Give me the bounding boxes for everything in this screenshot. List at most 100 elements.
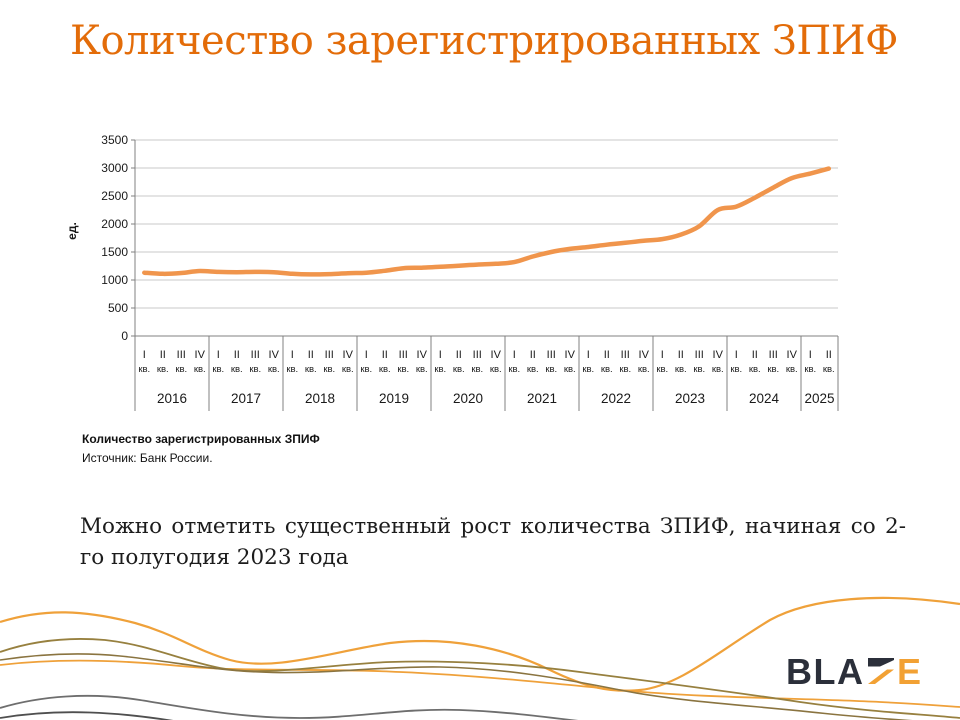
svg-text:2019: 2019 <box>379 391 409 406</box>
svg-text:I: I <box>439 349 442 361</box>
svg-text:кв.: кв. <box>360 364 372 375</box>
svg-text:кв.: кв. <box>323 364 335 375</box>
svg-text:2025: 2025 <box>804 391 834 406</box>
logo-letter-z-icon <box>868 658 894 684</box>
svg-text:II: II <box>752 349 758 361</box>
svg-text:2017: 2017 <box>231 391 261 406</box>
svg-text:кв.: кв. <box>138 364 150 375</box>
svg-text:II: II <box>308 349 314 361</box>
svg-text:кв.: кв. <box>508 364 520 375</box>
svg-text:кв.: кв. <box>601 364 613 375</box>
svg-text:3000: 3000 <box>101 161 128 175</box>
svg-text:кв.: кв. <box>471 364 483 375</box>
svg-text:кв.: кв. <box>823 364 835 375</box>
svg-text:кв.: кв. <box>656 364 668 375</box>
svg-text:III: III <box>251 349 260 361</box>
svg-text:IV: IV <box>417 349 428 361</box>
svg-text:кв.: кв. <box>453 364 465 375</box>
svg-text:I: I <box>217 349 220 361</box>
svg-text:IV: IV <box>491 349 502 361</box>
svg-text:кв.: кв. <box>194 364 206 375</box>
svg-text:I: I <box>143 349 146 361</box>
svg-text:I: I <box>587 349 590 361</box>
svg-text:0: 0 <box>121 329 128 343</box>
svg-text:кв.: кв. <box>582 364 594 375</box>
svg-text:2022: 2022 <box>601 391 631 406</box>
svg-text:IV: IV <box>565 349 576 361</box>
svg-text:1000: 1000 <box>101 273 128 287</box>
svg-text:кв.: кв. <box>212 364 224 375</box>
svg-text:кв.: кв. <box>231 364 243 375</box>
svg-text:кв.: кв. <box>490 364 502 375</box>
logo-text-dark: BLA <box>786 652 865 692</box>
svg-text:III: III <box>621 349 630 361</box>
wave-dark-gray <box>0 711 174 720</box>
svg-text:2021: 2021 <box>527 391 557 406</box>
svg-text:I: I <box>365 349 368 361</box>
svg-text:II: II <box>234 349 240 361</box>
page-title: Количество зарегистрированных ЗПИФ <box>70 18 898 64</box>
svg-text:II: II <box>160 349 166 361</box>
wave-olive <box>0 638 960 719</box>
svg-text:I: I <box>735 349 738 361</box>
svg-text:кв.: кв. <box>305 364 317 375</box>
svg-text:IV: IV <box>343 349 354 361</box>
chart-caption-title: Количество зарегистрированных ЗПИФ <box>82 432 320 446</box>
svg-text:I: I <box>291 349 294 361</box>
svg-text:IV: IV <box>639 349 650 361</box>
svg-text:кв.: кв. <box>527 364 539 375</box>
line-chart: 0500100015002000250030003500Iкв.IIкв.III… <box>101 133 839 411</box>
y-axis-title: ед. <box>64 222 79 240</box>
svg-text:2000: 2000 <box>101 217 128 231</box>
svg-text:2024: 2024 <box>749 391 780 406</box>
wave-amber-low <box>0 659 960 708</box>
svg-text:кв.: кв. <box>619 364 631 375</box>
svg-text:III: III <box>547 349 556 361</box>
decorative-waves <box>0 596 960 720</box>
chart-caption-source: Источник: Банк России. <box>82 451 213 466</box>
svg-text:I: I <box>513 349 516 361</box>
svg-text:кв.: кв. <box>286 364 298 375</box>
svg-text:кв.: кв. <box>175 364 187 375</box>
svg-text:3500: 3500 <box>101 133 128 147</box>
svg-text:III: III <box>325 349 334 361</box>
svg-text:III: III <box>769 349 778 361</box>
svg-text:кв.: кв. <box>693 364 705 375</box>
svg-text:IV: IV <box>713 349 724 361</box>
blaze-logo: BLA E <box>786 652 921 692</box>
wave-amber-main <box>0 596 960 692</box>
svg-text:500: 500 <box>108 301 128 315</box>
svg-text:II: II <box>826 349 832 361</box>
svg-text:кв.: кв. <box>379 364 391 375</box>
svg-text:2020: 2020 <box>453 391 483 406</box>
svg-text:III: III <box>473 349 482 361</box>
wave-gray <box>0 694 579 720</box>
svg-text:кв.: кв. <box>564 364 576 375</box>
logo-text-accent: E <box>897 652 921 692</box>
slide-body-text: Можно отметить существенный рост количес… <box>80 514 906 570</box>
svg-text:2016: 2016 <box>157 391 187 406</box>
svg-text:IV: IV <box>195 349 206 361</box>
svg-text:кв.: кв. <box>804 364 816 375</box>
svg-text:I: I <box>661 349 664 361</box>
svg-text:II: II <box>382 349 388 361</box>
svg-text:кв.: кв. <box>749 364 761 375</box>
svg-text:кв.: кв. <box>712 364 724 375</box>
svg-text:кв.: кв. <box>249 364 261 375</box>
svg-text:кв.: кв. <box>342 364 354 375</box>
svg-text:IV: IV <box>269 349 280 361</box>
svg-text:кв.: кв. <box>675 364 687 375</box>
chart-caption: Количество зарегистрированных ЗПИФ Источ… <box>82 430 320 468</box>
svg-text:II: II <box>678 349 684 361</box>
svg-text:кв.: кв. <box>638 364 650 375</box>
svg-text:2500: 2500 <box>101 189 128 203</box>
svg-text:кв.: кв. <box>434 364 446 375</box>
svg-text:кв.: кв. <box>767 364 779 375</box>
svg-text:кв.: кв. <box>397 364 409 375</box>
svg-text:кв.: кв. <box>268 364 280 375</box>
svg-text:2023: 2023 <box>675 391 705 406</box>
svg-text:II: II <box>456 349 462 361</box>
svg-text:кв.: кв. <box>416 364 428 375</box>
